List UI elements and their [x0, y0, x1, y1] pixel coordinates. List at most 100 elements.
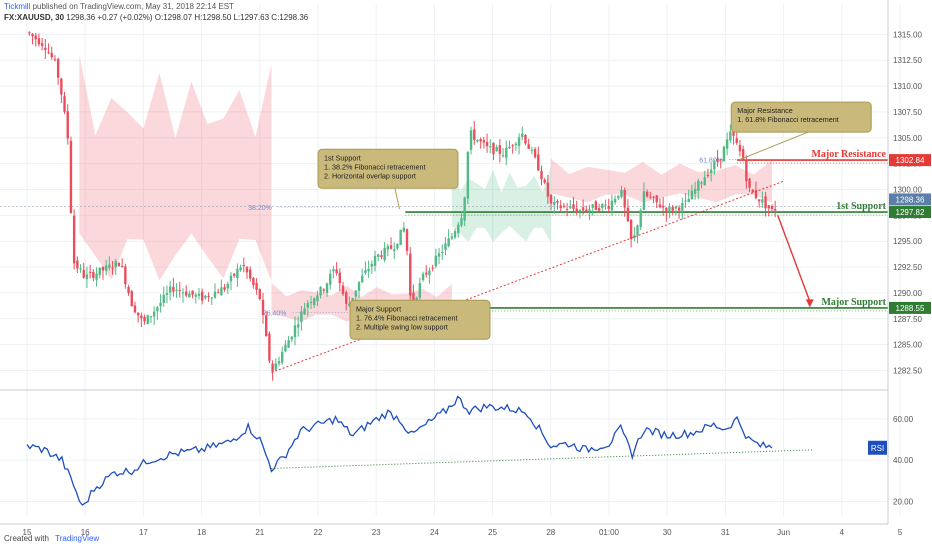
candle-body	[409, 253, 412, 296]
candle-body	[437, 253, 441, 257]
candle-body	[565, 208, 569, 210]
time-tick: 23	[372, 528, 381, 537]
price-tick: 1285.00	[893, 341, 922, 350]
candle-body	[194, 294, 197, 297]
price-tag-label: 1302.84	[896, 156, 925, 165]
candle-body	[729, 131, 732, 141]
candle-body	[578, 209, 582, 211]
price-tag	[889, 206, 931, 219]
candle-body	[693, 188, 697, 194]
candle-body	[287, 340, 290, 348]
candle-body	[425, 272, 428, 275]
price-tag-label: 1288.55	[896, 304, 925, 313]
grid-lines	[0, 4, 901, 516]
candle-body	[200, 291, 204, 301]
candle-body	[745, 160, 748, 182]
time-tick: Jun	[777, 528, 790, 537]
candle-body	[284, 344, 287, 352]
current-price-tag	[889, 193, 931, 206]
candle-body	[44, 47, 47, 50]
candle-body	[149, 316, 153, 318]
candle-body	[313, 298, 316, 306]
candle-body	[226, 283, 229, 289]
candle-body	[357, 281, 361, 291]
candle-body	[597, 208, 601, 211]
candle-body	[76, 260, 79, 269]
candle-body	[40, 43, 44, 46]
time-tick: 5	[898, 528, 903, 537]
candle-body	[469, 130, 473, 150]
annotation-box	[730, 101, 872, 133]
candle-body	[242, 264, 245, 266]
candle-body	[399, 229, 402, 245]
price-tick: 1295.00	[893, 237, 922, 246]
candle-body	[604, 204, 607, 206]
price-tick: 1310.00	[893, 82, 922, 91]
candle-body	[162, 294, 165, 303]
down-arrow	[777, 215, 811, 302]
tradingview-logo[interactable]: TradingView	[55, 534, 100, 543]
candle-body	[402, 227, 406, 232]
price-tick: 1300.00	[893, 185, 922, 194]
time-tick: 24	[430, 528, 439, 537]
candle-body	[31, 33, 34, 37]
candle-body	[88, 271, 92, 273]
candle-body	[476, 139, 479, 142]
annotation-box	[317, 148, 459, 189]
candle-body	[501, 155, 505, 157]
candle-body	[649, 196, 652, 198]
candle-body	[751, 189, 754, 193]
candle-body	[117, 262, 121, 267]
candle-body	[764, 196, 767, 209]
candle-body	[300, 311, 303, 323]
candle-body	[367, 268, 370, 272]
candle-body	[610, 200, 614, 211]
author-link[interactable]: Tickmill	[4, 2, 31, 11]
candle-body	[527, 144, 530, 149]
axes-layer: 1282.50 1285.00 1287.50 1290.00 1292.50 1295.…	[0, 0, 931, 537]
candle-body	[466, 151, 470, 199]
candle-body	[274, 363, 278, 370]
candle-body	[569, 206, 572, 208]
candle-body	[540, 170, 543, 180]
candle-body	[575, 208, 578, 213]
candle-body	[236, 268, 239, 279]
candle-body	[617, 195, 620, 199]
rsi-line	[26, 395, 773, 506]
price-tick: 1292.50	[893, 263, 922, 272]
candle-body	[508, 146, 511, 149]
time-tick: 22	[314, 528, 323, 537]
candle-body	[687, 198, 690, 203]
candle-body	[713, 161, 716, 170]
candle-body	[559, 205, 562, 209]
level-name: Major Support	[821, 297, 886, 308]
cloud-segment	[451, 163, 551, 243]
candle-body	[197, 293, 201, 296]
candle-body	[168, 286, 172, 293]
candle-body	[178, 290, 181, 292]
candle-body	[703, 177, 706, 186]
candle-body	[645, 191, 649, 197]
annotation-text: 2. Horizontal overlap support	[324, 171, 416, 180]
candle-body	[581, 207, 585, 211]
candle-body	[601, 204, 604, 208]
candle-body	[562, 205, 566, 207]
candle-body	[56, 58, 60, 78]
candle-body	[345, 292, 348, 304]
candle-body	[626, 207, 630, 222]
time-tick: 18	[197, 528, 206, 537]
candle-body	[213, 291, 217, 298]
candle-body	[258, 289, 261, 300]
candle-body	[341, 285, 345, 294]
price-tag	[889, 301, 931, 314]
time-tick: 15	[23, 528, 32, 537]
candle-body	[316, 295, 319, 302]
candle-body	[642, 191, 646, 211]
candle-body	[722, 146, 726, 162]
candle-body	[757, 199, 761, 202]
candle-body	[393, 249, 396, 252]
candle-body	[706, 174, 710, 176]
candle-body	[303, 308, 306, 315]
annotation-text: 1. 76.4% Fibonacci retracement	[356, 313, 457, 322]
candle-body	[364, 270, 367, 273]
